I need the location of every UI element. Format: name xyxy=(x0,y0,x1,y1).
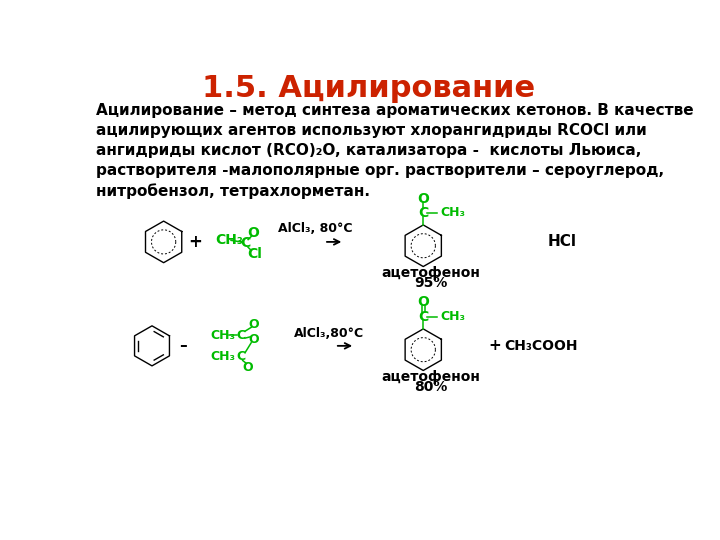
Text: CH₃: CH₃ xyxy=(215,233,243,247)
Text: O: O xyxy=(418,295,429,309)
Text: Cl: Cl xyxy=(248,247,263,261)
Text: 80%: 80% xyxy=(414,380,448,394)
Text: –: – xyxy=(179,339,187,353)
Text: O: O xyxy=(248,333,258,346)
Text: C: C xyxy=(237,350,246,363)
Text: CH₃COOH: CH₃COOH xyxy=(505,339,578,353)
Text: C: C xyxy=(237,328,246,342)
Text: 1.5. Ацилирование: 1.5. Ацилирование xyxy=(202,74,536,103)
Text: C: C xyxy=(418,309,428,323)
Text: CH₃: CH₃ xyxy=(210,350,235,363)
Text: CH₃: CH₃ xyxy=(441,310,465,323)
Text: 95%: 95% xyxy=(414,276,448,289)
Text: +: + xyxy=(488,339,501,353)
Text: Ацилирование – метод синтеза ароматических кетонов. В качестве
ацилирующих агент: Ацилирование – метод синтеза ароматическ… xyxy=(96,103,694,199)
Text: AlCl₃,80°C: AlCl₃,80°C xyxy=(294,327,364,340)
Text: O: O xyxy=(242,361,253,374)
Text: C: C xyxy=(418,206,428,220)
Text: O: O xyxy=(247,226,258,240)
Text: O: O xyxy=(418,192,429,206)
Text: CH₃: CH₃ xyxy=(210,328,235,342)
Text: +: + xyxy=(189,233,202,251)
Text: O: O xyxy=(248,318,258,331)
Text: C: C xyxy=(240,237,250,251)
Text: HCl: HCl xyxy=(547,234,576,249)
Text: CH₃: CH₃ xyxy=(441,206,465,219)
Text: ацетофенон: ацетофенон xyxy=(382,266,480,280)
Text: ацетофенон: ацетофенон xyxy=(382,370,480,383)
Text: AlCl₃, 80°C: AlCl₃, 80°C xyxy=(277,221,352,234)
